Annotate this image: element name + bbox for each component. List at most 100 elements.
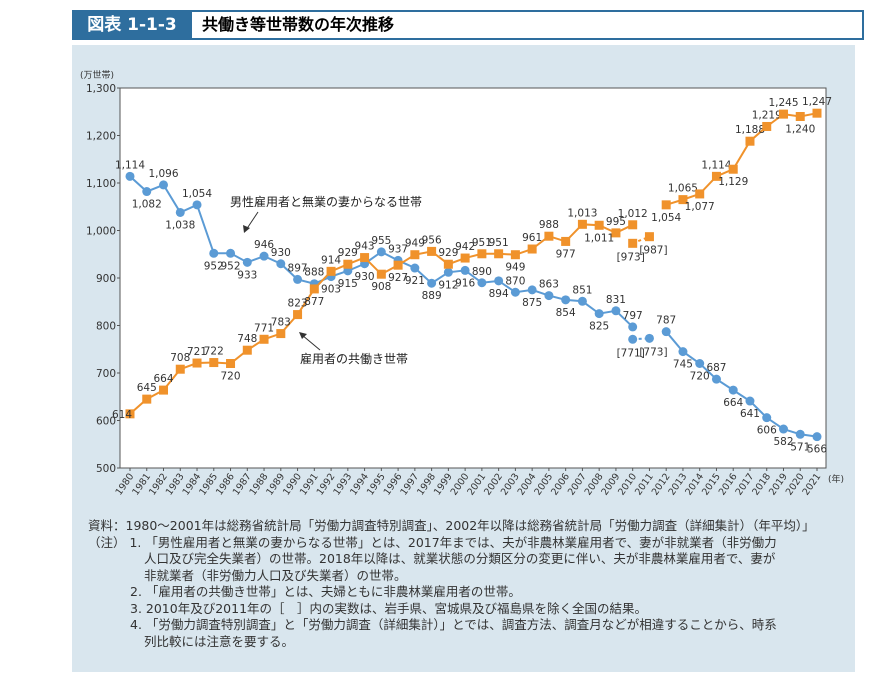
data-point bbox=[159, 385, 169, 395]
data-label: 933 bbox=[237, 269, 257, 281]
data-label: 582 bbox=[773, 436, 793, 448]
data-label: 748 bbox=[237, 333, 257, 345]
data-label: 720 bbox=[221, 371, 241, 383]
data-label: 921 bbox=[405, 275, 425, 287]
y-tick-label: 1,300 bbox=[86, 83, 116, 95]
data-label: 1,054 bbox=[182, 188, 212, 200]
data-point bbox=[360, 253, 370, 263]
data-label: 854 bbox=[556, 307, 576, 319]
x-tick-label: 2021 bbox=[801, 471, 824, 497]
data-point bbox=[142, 394, 152, 404]
y-tick-label: 1,200 bbox=[86, 131, 116, 143]
data-point bbox=[561, 295, 571, 305]
y-tick-label: 1,100 bbox=[86, 178, 116, 190]
bracketed-point bbox=[628, 238, 638, 248]
data-label: 930 bbox=[271, 247, 291, 259]
data-point bbox=[326, 266, 336, 276]
data-label: 942 bbox=[455, 241, 475, 253]
data-point bbox=[494, 276, 504, 286]
data-label: 614 bbox=[112, 409, 132, 421]
data-point bbox=[159, 180, 169, 190]
data-label: 912 bbox=[438, 279, 458, 291]
data-point bbox=[460, 253, 470, 263]
data-label: 894 bbox=[489, 288, 509, 300]
data-point bbox=[293, 274, 303, 284]
data-label: 888 bbox=[304, 267, 324, 279]
data-point bbox=[276, 329, 286, 339]
y-axis-label: (万世帯) bbox=[80, 69, 114, 81]
data-label: 1,065 bbox=[668, 183, 698, 195]
data-point bbox=[226, 359, 236, 368]
data-label: 721 bbox=[187, 346, 207, 358]
data-point bbox=[343, 259, 353, 269]
data-label: 687 bbox=[706, 362, 726, 374]
data-label: 787 bbox=[656, 315, 676, 327]
data-label: 664 bbox=[153, 373, 173, 385]
data-label: 952 bbox=[204, 260, 224, 272]
notes: 資料：1980～2001年は総務省統計局「労働力調査特別調査」、2002年以降は… bbox=[88, 518, 848, 650]
note-1: （注） 1. 「男性雇用者と無業の妻からなる世帯」とは、2017年までは、夫が非… bbox=[88, 534, 777, 550]
bracketed-point bbox=[644, 333, 654, 343]
data-point bbox=[678, 195, 688, 205]
y-tick-label: 500 bbox=[96, 463, 116, 475]
data-label: 951 bbox=[472, 237, 492, 249]
bracketed-label: [973] bbox=[617, 251, 645, 263]
data-point bbox=[427, 246, 437, 256]
data-point bbox=[477, 278, 487, 288]
data-point bbox=[527, 285, 537, 295]
data-label: 937 bbox=[388, 243, 408, 255]
note-1-cont: 人口及び完全失業者）の世帯。2018年以降は、就業状態の分類区分の変更に伴い、夫… bbox=[144, 551, 776, 566]
data-point bbox=[745, 396, 755, 406]
data-label: 949 bbox=[505, 262, 525, 274]
data-label: 851 bbox=[572, 284, 592, 296]
data-point bbox=[477, 249, 487, 259]
data-label: 1,013 bbox=[567, 207, 597, 219]
bracketed-point bbox=[644, 232, 654, 242]
arrowhead-icon bbox=[243, 225, 250, 233]
bracketed-label: [773] bbox=[639, 346, 667, 358]
source-note: 資料：1980～2001年は総務省統計局「労働力調査特別調査」、2002年以降は… bbox=[88, 518, 815, 533]
data-label: 897 bbox=[288, 262, 308, 274]
data-point bbox=[293, 310, 303, 320]
figure-number: 図表 1-1-3 bbox=[72, 10, 192, 40]
data-point bbox=[661, 327, 671, 337]
data-label: 1,012 bbox=[618, 208, 648, 220]
data-label: 915 bbox=[338, 278, 358, 290]
data-point bbox=[628, 322, 638, 332]
data-point bbox=[778, 424, 788, 434]
data-point bbox=[544, 291, 554, 301]
figure-title: 共働き等世帯数の年次推移 bbox=[192, 10, 864, 40]
data-label: 943 bbox=[355, 241, 375, 253]
data-point bbox=[544, 231, 554, 241]
data-label: 1,011 bbox=[584, 232, 614, 244]
data-point bbox=[460, 265, 470, 275]
data-point bbox=[795, 429, 805, 439]
data-point bbox=[728, 164, 738, 174]
data-point bbox=[611, 228, 621, 238]
y-tick-label: 900 bbox=[96, 273, 116, 285]
data-label: 961 bbox=[522, 232, 542, 244]
data-point bbox=[242, 257, 252, 267]
data-point bbox=[192, 200, 202, 210]
data-label: 903 bbox=[321, 284, 341, 296]
data-label: 831 bbox=[606, 294, 626, 306]
data-label: 645 bbox=[137, 382, 157, 394]
data-point bbox=[762, 121, 772, 131]
data-point bbox=[125, 171, 135, 181]
data-label: 930 bbox=[355, 271, 375, 283]
data-point bbox=[276, 259, 286, 269]
bracketed-label: [771] bbox=[617, 347, 645, 359]
arrowhead-icon bbox=[299, 332, 307, 339]
data-point bbox=[812, 108, 822, 118]
data-label: 1,245 bbox=[768, 97, 798, 109]
data-label: 1,188 bbox=[735, 124, 765, 136]
series-annotation-blue: 男性雇用者と無業の妻からなる世帯 bbox=[230, 194, 422, 209]
data-label: 641 bbox=[740, 408, 760, 420]
data-label: 771 bbox=[254, 322, 274, 334]
data-label: 571 bbox=[790, 441, 810, 453]
data-point bbox=[695, 359, 705, 368]
annotation-arrow bbox=[301, 334, 321, 351]
data-point bbox=[510, 287, 520, 297]
data-label: 720 bbox=[690, 371, 710, 383]
data-point bbox=[494, 249, 504, 259]
